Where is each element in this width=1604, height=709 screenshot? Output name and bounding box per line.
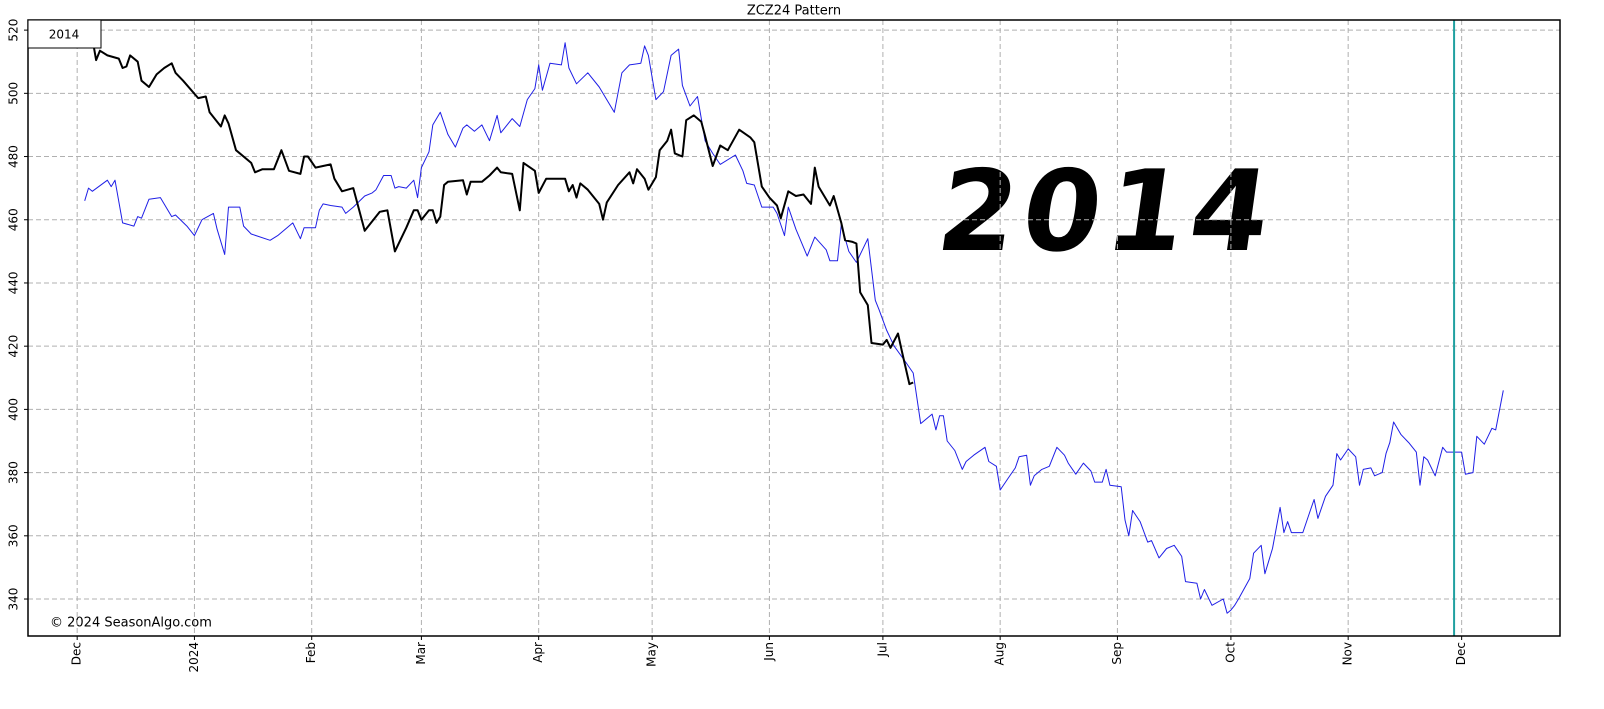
chart-title: ZCZ24 Pattern (747, 4, 841, 19)
series-line (84, 42, 1504, 614)
legend-box (27, 19, 102, 49)
plot-frame (27, 19, 1561, 637)
y-tick-label: 400 (7, 398, 21, 421)
y-tick-label: 420 (7, 335, 21, 358)
y-tick-label: 360 (7, 524, 21, 547)
x-tick-label: Sep (1110, 642, 1124, 665)
x-tick-label: Aug (993, 642, 1007, 665)
y-tick-label: 500 (7, 82, 21, 105)
x-tick-label: Oct (1223, 642, 1237, 663)
x-tick-label: May (645, 642, 659, 667)
x-tick-label: 2024 (187, 642, 201, 673)
y-tick-label: 520 (7, 19, 21, 42)
copyright: © 2024 SeasonAlgo.com (50, 616, 212, 631)
x-tick-label: Mar (414, 642, 428, 665)
watermark-year: 2014 (930, 147, 1284, 277)
x-tick-label: Jun (762, 642, 776, 662)
x-tick-label: Nov (1341, 642, 1355, 665)
x-tick-label: Jul (875, 642, 889, 657)
y-tick-label: 340 (7, 588, 21, 611)
y-tick-label: 380 (7, 461, 21, 484)
x-tick-label: Apr (531, 642, 545, 663)
y-tick-label: 480 (7, 145, 21, 168)
series-line (91, 37, 914, 386)
x-tick-label: Dec (1454, 642, 1468, 665)
y-tick-label: 440 (7, 272, 21, 295)
x-tick-label: Feb (304, 642, 318, 663)
x-tick-label: Dec (70, 642, 84, 665)
legend-label: 2014 (49, 28, 80, 42)
y-tick-label: 460 (7, 208, 21, 231)
